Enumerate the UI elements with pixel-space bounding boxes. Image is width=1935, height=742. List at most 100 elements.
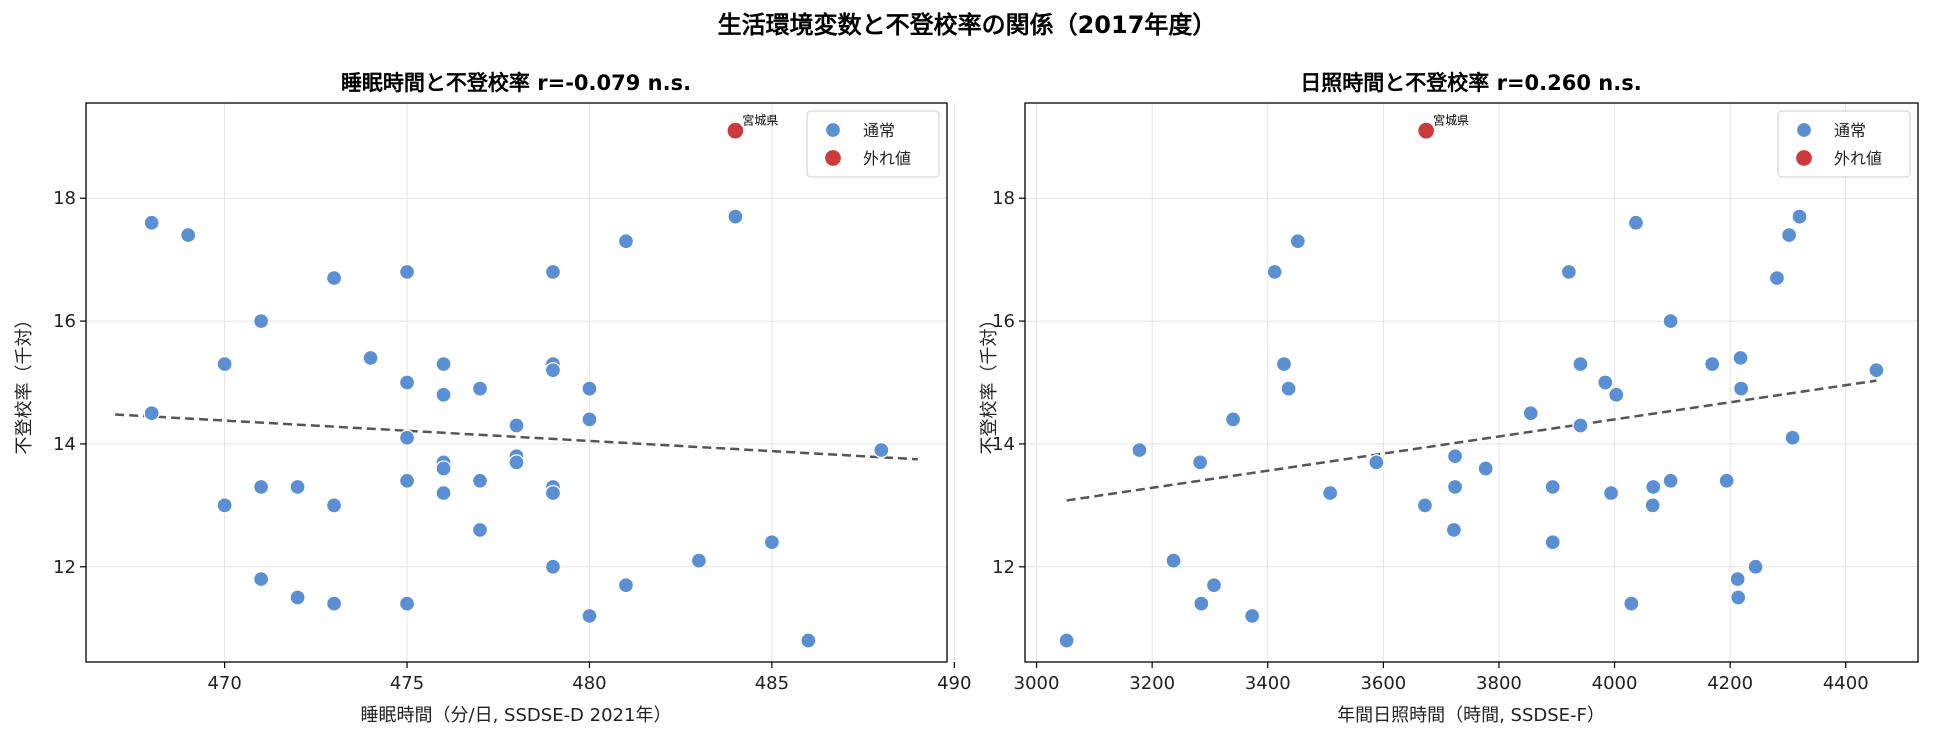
data-point <box>216 497 233 514</box>
data-point <box>1627 214 1645 231</box>
x-tick-label: 3800 <box>1476 673 1522 694</box>
data-point <box>1544 478 1561 496</box>
x-tick-label: 3200 <box>1129 673 1175 694</box>
data-point <box>435 355 452 373</box>
y-tick-label: 12 <box>53 557 76 578</box>
data-point <box>143 214 160 231</box>
data-point <box>544 362 562 379</box>
sunshine-scatter-panel: 宮城県 3000 3200 3400 3600 3800 4000 4200 4400 12 14 1… <box>979 71 1919 726</box>
legend-normal-marker <box>824 121 842 139</box>
data-point <box>398 429 416 446</box>
plot-frame <box>1024 102 1919 663</box>
data-point <box>544 558 562 575</box>
data-point <box>471 521 489 539</box>
data-point <box>1704 355 1721 373</box>
x-tick-label: 4000 <box>1592 673 1638 694</box>
data-point <box>1572 355 1589 373</box>
data-point <box>581 411 598 428</box>
data-point <box>727 208 744 225</box>
x-tick-label: 4400 <box>1823 673 1869 694</box>
data-point <box>398 472 416 489</box>
data-point <box>1131 441 1148 459</box>
data-point <box>1058 632 1075 649</box>
outlier-label: 宮城県 <box>742 113 778 128</box>
data-point <box>1784 429 1801 446</box>
data-point <box>800 632 817 649</box>
x-tick-label: 3600 <box>1360 673 1406 694</box>
data-point <box>1191 454 1209 471</box>
data-point <box>143 405 160 422</box>
sleep-scatter-panel: 宮城県 470 475 480 485 490 12 14 16 18 睡眠時間と不登校率 r=-0… <box>14 71 971 726</box>
data-point <box>1608 386 1625 403</box>
data-point <box>1280 380 1297 397</box>
x-tick-label: 470 <box>207 673 241 694</box>
data-point <box>1662 312 1679 330</box>
data-point <box>1729 570 1746 588</box>
y-tick-label: 14 <box>53 434 76 455</box>
data-point <box>435 460 452 477</box>
data-point <box>471 472 489 489</box>
data-point <box>1597 374 1614 391</box>
legend-normal-label: 通常 <box>1834 121 1866 140</box>
figure-suptitle: 生活環境変数と不登校率の関係（2017年度） <box>718 11 1217 39</box>
data-point <box>508 417 525 434</box>
data-point <box>581 380 598 397</box>
data-point <box>252 478 270 496</box>
data-point <box>617 233 635 250</box>
outlier-point <box>1416 121 1436 140</box>
data-point <box>1602 484 1620 502</box>
y-tick-label: 16 <box>53 311 76 332</box>
data-point <box>325 595 343 612</box>
data-point <box>435 386 452 403</box>
outlier-label: 宮城県 <box>1433 113 1469 128</box>
data-point <box>289 589 306 606</box>
data-point <box>1266 263 1283 281</box>
data-point <box>508 454 525 471</box>
data-point <box>325 269 343 287</box>
data-point <box>1446 478 1464 496</box>
data-point <box>873 441 890 459</box>
legend-outlier-label: 外れ値 <box>1834 149 1882 168</box>
legend-outlier-marker <box>1794 148 1814 168</box>
data-point <box>1477 460 1494 477</box>
data-point <box>1446 448 1464 465</box>
data-point <box>690 552 708 569</box>
x-tick-label: 475 <box>390 673 424 694</box>
data-point <box>398 595 416 612</box>
plot-frame <box>85 102 948 663</box>
outlier-point <box>726 121 745 140</box>
panel-title: 日照時間と不登校率 r=0.260 n.s. <box>1300 71 1641 95</box>
data-point <box>763 534 781 551</box>
data-point <box>1730 589 1747 606</box>
data-point <box>1560 263 1578 281</box>
legend-outlier-label: 外れ値 <box>863 149 911 168</box>
y-tick-label: 16 <box>992 311 1015 332</box>
data-point <box>1572 417 1589 434</box>
y-axis-label: 不登校率（千対） <box>979 311 1000 455</box>
x-tick-label: 480 <box>572 673 606 694</box>
legend-normal-marker <box>1795 121 1813 139</box>
data-point <box>216 355 233 373</box>
data-point <box>398 374 416 391</box>
regression-trend-line <box>1066 379 1877 502</box>
data-point <box>1275 355 1293 373</box>
data-point <box>1544 534 1561 551</box>
x-tick-label: 3400 <box>1245 673 1291 694</box>
data-point <box>1868 362 1885 379</box>
legend-normal-label: 通常 <box>863 121 895 140</box>
data-point <box>435 484 452 502</box>
y-tick-label: 12 <box>992 557 1015 578</box>
data-point <box>1718 472 1735 489</box>
panel-title: 睡眠時間と不登校率 r=-0.079 n.s. <box>341 71 691 95</box>
data-point <box>1522 405 1539 422</box>
x-tick-label: 485 <box>755 673 789 694</box>
data-point <box>1205 577 1223 594</box>
y-tick-label: 18 <box>53 188 76 209</box>
data-point <box>617 577 635 594</box>
data-point <box>471 380 489 397</box>
data-point <box>180 226 197 244</box>
x-tick-label: 3000 <box>1014 673 1060 694</box>
x-axis-label: 睡眠時間（分/日, SSDSE-D 2021年） <box>361 705 672 726</box>
data-point <box>1322 484 1339 502</box>
